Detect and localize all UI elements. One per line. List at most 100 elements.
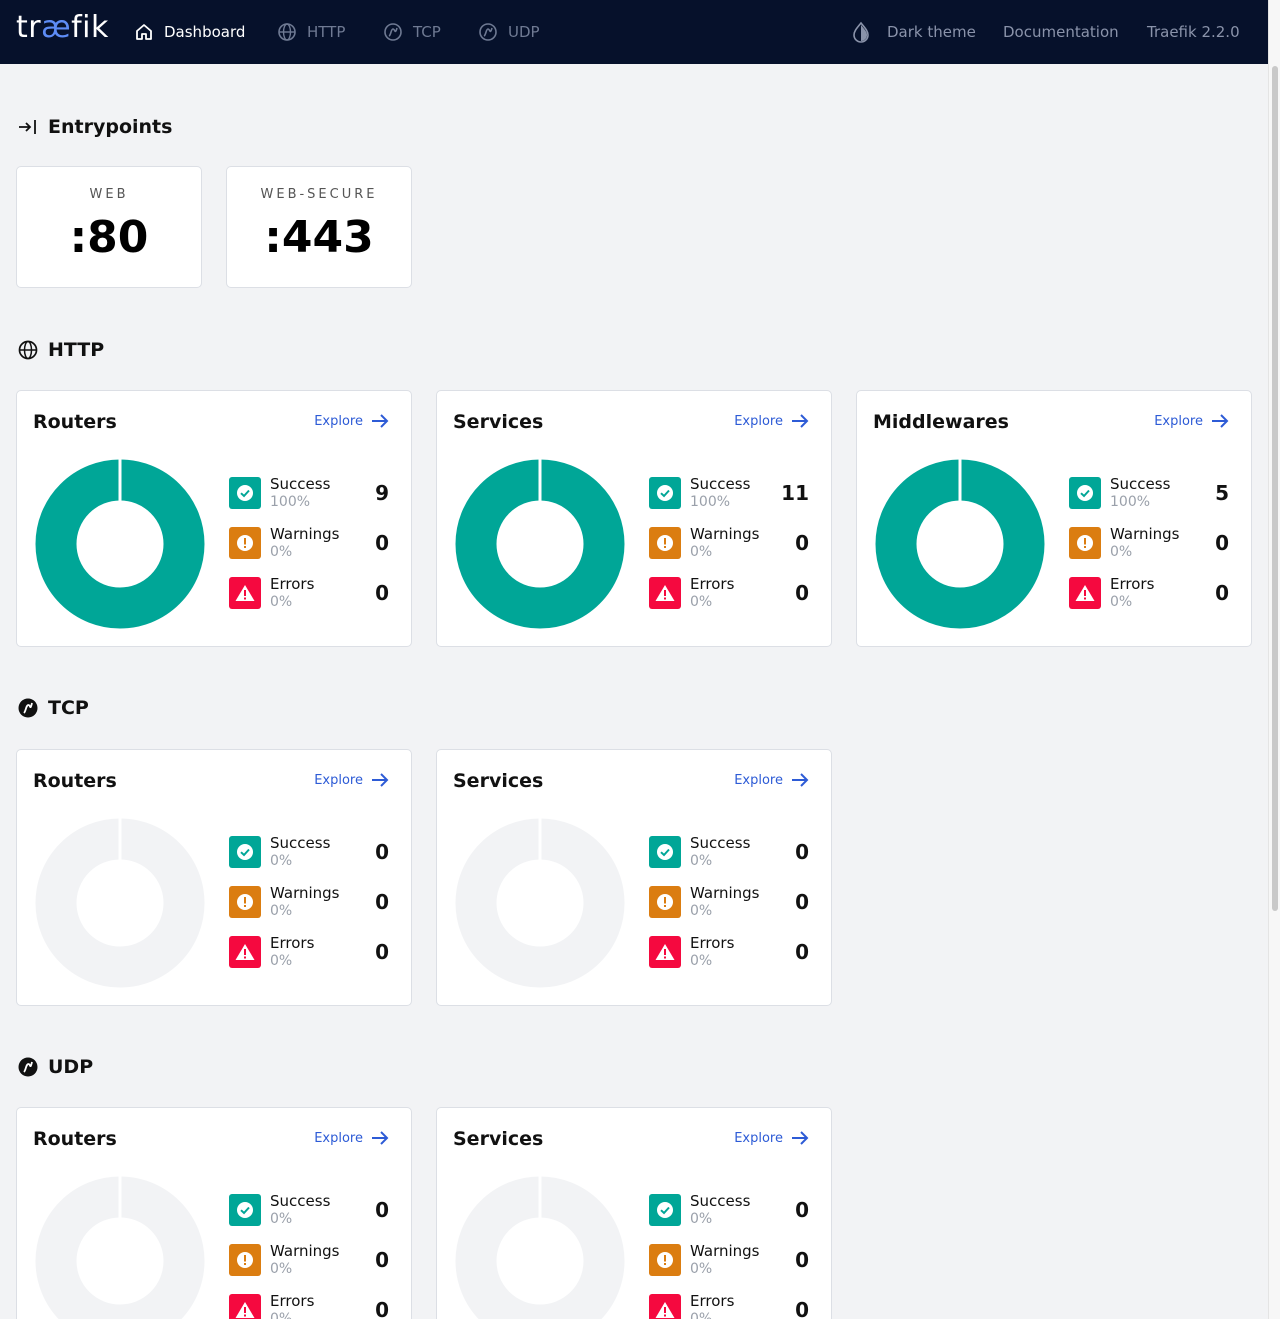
nav-dashboard[interactable]: Dashboard — [134, 0, 245, 64]
http-middlewares-card: Middlewares Explore Success 100% 5 Warnings 0%… — [856, 390, 1252, 647]
stat-count: 0 — [1215, 581, 1229, 605]
arrow-right-icon — [1212, 414, 1229, 428]
stat-count: 0 — [375, 1198, 389, 1222]
stat-count: 0 — [375, 1248, 389, 1272]
arrow-right-icon — [792, 414, 809, 428]
stat-label: Warnings — [1110, 525, 1180, 543]
stat-label: Success — [270, 475, 331, 493]
stat-label: Success — [270, 1192, 331, 1210]
stat-row-warnings: Warnings 0% 0 — [649, 884, 809, 924]
explore-link[interactable]: Explore — [314, 413, 389, 429]
warning-exclamation-icon — [229, 886, 261, 918]
stat-percent: 100% — [270, 494, 311, 510]
version-label: Traefik 2.2.0 — [1147, 0, 1240, 64]
entry-arrow-icon — [19, 120, 36, 134]
stat-label: Errors — [690, 575, 735, 593]
success-check-icon — [229, 836, 261, 868]
warning-exclamation-icon — [1069, 527, 1101, 559]
explore-label: Explore — [314, 772, 363, 788]
error-triangle-icon — [1069, 577, 1101, 609]
http-routers-card: Routers Explore Success 100% 9 Warnings 0% 0 Err… — [16, 390, 412, 647]
arrow-right-icon — [792, 1131, 809, 1145]
stat-percent: 0% — [690, 1261, 713, 1277]
nav-udp[interactable]: UDP — [478, 0, 540, 64]
section-tcp-title: TCP — [48, 697, 89, 719]
error-triangle-icon — [229, 1294, 261, 1319]
logo-text-ae: æ — [41, 10, 72, 45]
arrow-right-icon — [372, 1131, 389, 1145]
entrypoint-card-web: WEB :80 — [16, 166, 202, 288]
stat-row-warnings: Warnings 0% 0 — [229, 525, 389, 565]
scrollbar-thumb[interactable] — [1272, 66, 1278, 911]
arrow-right-icon — [792, 773, 809, 787]
stat-count: 0 — [795, 531, 809, 555]
page-scrollbar[interactable] — [1268, 0, 1280, 1319]
globe-icon — [278, 23, 296, 41]
card-title: Routers — [33, 770, 117, 792]
logo-text-suffix: fik — [71, 10, 109, 45]
stat-percent: 0% — [690, 544, 713, 560]
explore-label: Explore — [1154, 413, 1203, 429]
stat-count: 0 — [1215, 531, 1229, 555]
stat-label: Warnings — [270, 884, 340, 902]
traefik-logo[interactable]: træfik — [16, 10, 109, 45]
error-triangle-icon — [229, 936, 261, 968]
theme-toggle-label: Dark theme — [887, 23, 976, 41]
documentation-link[interactable]: Documentation — [1003, 0, 1119, 64]
tcp-icon — [18, 698, 38, 718]
stat-percent: 0% — [270, 1311, 293, 1319]
explore-label: Explore — [314, 1130, 363, 1146]
stat-percent: 0% — [690, 594, 713, 610]
success-check-icon — [649, 477, 681, 509]
error-triangle-icon — [649, 577, 681, 609]
stat-percent: 0% — [690, 903, 713, 919]
stat-label: Success — [690, 834, 751, 852]
warning-exclamation-icon — [649, 527, 681, 559]
explore-link[interactable]: Explore — [734, 772, 809, 788]
explore-link[interactable]: Explore — [1154, 413, 1229, 429]
warning-exclamation-icon — [649, 886, 681, 918]
explore-link[interactable]: Explore — [314, 1130, 389, 1146]
stat-percent: 0% — [270, 853, 293, 869]
stat-row-errors: Errors 0% 0 — [229, 1292, 389, 1319]
theme-toggle[interactable]: Dark theme — [851, 0, 976, 64]
arrow-right-icon — [372, 773, 389, 787]
tcp-routers-card: Routers Explore Success 0% 0 Warnings 0% 0 Error… — [16, 749, 412, 1006]
stat-count: 0 — [795, 890, 809, 914]
success-check-icon — [649, 1194, 681, 1226]
tcp-services-card: Services Explore Success 0% 0 Warnings 0% 0 Erro… — [436, 749, 832, 1006]
stat-row-success: Success 0% 0 — [649, 1192, 809, 1232]
nav-tcp[interactable]: TCP — [383, 0, 441, 64]
stat-label: Errors — [270, 575, 315, 593]
warning-exclamation-icon — [229, 527, 261, 559]
arrow-right-icon — [372, 414, 389, 428]
warning-exclamation-icon — [229, 1244, 261, 1276]
section-http: HTTP — [18, 339, 104, 361]
stat-label: Success — [1110, 475, 1171, 493]
stat-percent: 0% — [270, 544, 293, 560]
section-udp-title: UDP — [48, 1056, 94, 1078]
stat-count: 0 — [795, 1248, 809, 1272]
globe-icon — [18, 340, 38, 360]
card-title: Routers — [33, 411, 117, 433]
success-check-icon — [649, 836, 681, 868]
status-donut-chart — [455, 458, 625, 629]
nav-dashboard-label: Dashboard — [164, 23, 246, 41]
explore-link[interactable]: Explore — [734, 413, 809, 429]
stat-label: Errors — [1110, 575, 1155, 593]
success-check-icon — [1069, 477, 1101, 509]
http-services-card: Services Explore Success 100% 11 Warnings 0% 0 E… — [436, 390, 832, 647]
card-title: Services — [453, 411, 544, 433]
explore-link[interactable]: Explore — [314, 772, 389, 788]
section-entrypoints-title: Entrypoints — [48, 116, 173, 138]
status-donut-chart — [35, 817, 205, 988]
stat-label: Success — [690, 1192, 751, 1210]
stat-row-success: Success 0% 0 — [229, 1192, 389, 1232]
explore-link[interactable]: Explore — [734, 1130, 809, 1146]
stat-percent: 0% — [690, 953, 713, 969]
documentation-label: Documentation — [1003, 23, 1119, 41]
stat-count: 0 — [375, 940, 389, 964]
entrypoint-card-web-secure: WEB-SECURE :443 — [226, 166, 412, 288]
nav-http[interactable]: HTTP — [277, 0, 345, 64]
stat-label: Warnings — [690, 884, 760, 902]
